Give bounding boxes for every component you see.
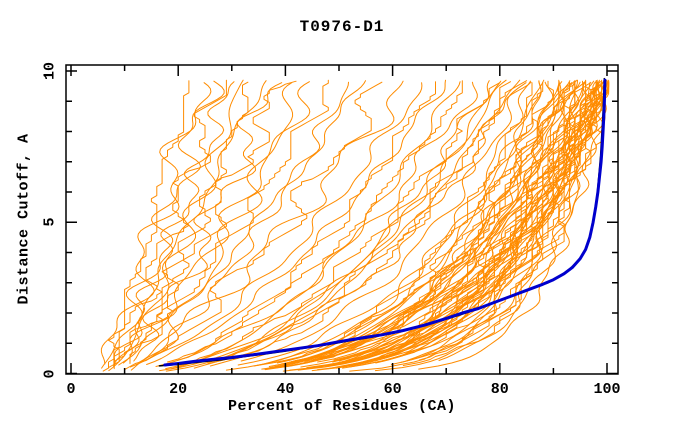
highlighted-model-curve bbox=[163, 78, 607, 367]
y-tick-label: 10 bbox=[41, 61, 59, 81]
y-tick-label: 5 bbox=[41, 217, 59, 227]
x-tick-label: 20 bbox=[169, 381, 188, 398]
ensemble-curves bbox=[100, 79, 610, 372]
axis-ticks bbox=[66, 65, 618, 375]
x-tick-label: 100 bbox=[593, 381, 621, 398]
x-tick-label: 60 bbox=[383, 381, 402, 398]
x-axis-title: Percent of Residues (CA) bbox=[227, 398, 457, 415]
y-tick-label: 0 bbox=[41, 368, 59, 379]
x-tick-label: 80 bbox=[490, 381, 509, 398]
x-tick-label: 0 bbox=[66, 381, 76, 398]
chart-title: T0976-D1 bbox=[299, 18, 385, 36]
y-axis-title: Distance Cutoff, A bbox=[15, 133, 33, 305]
x-tick-label: 40 bbox=[276, 381, 295, 398]
plot-frame bbox=[65, 64, 619, 375]
